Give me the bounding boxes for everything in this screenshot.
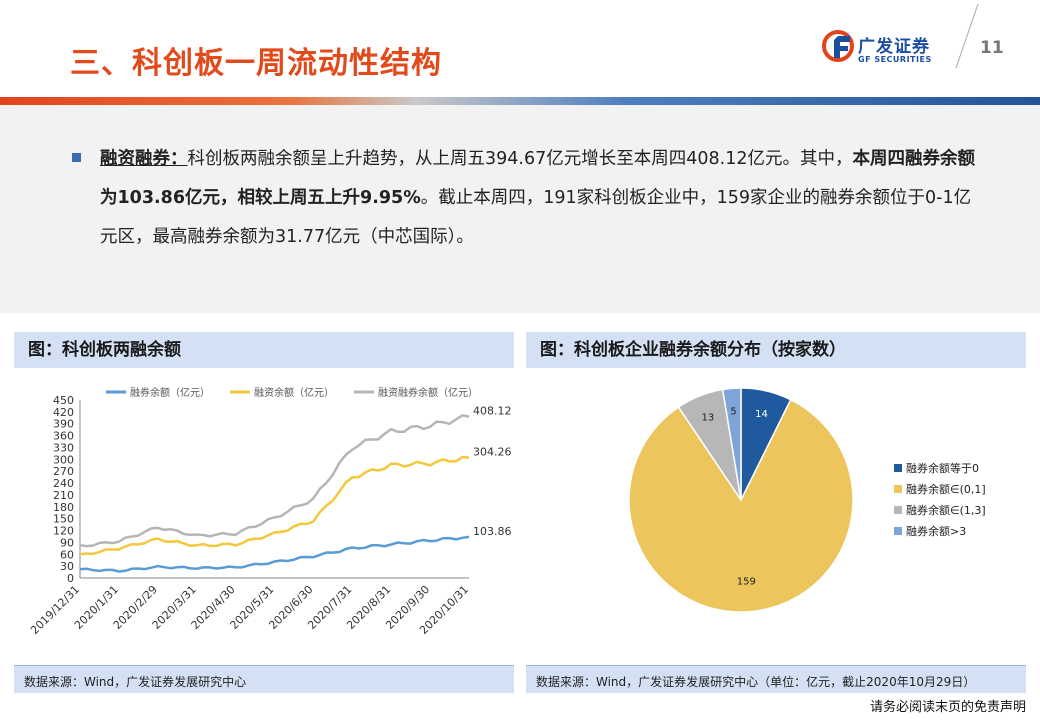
y-tick-label: 60 (60, 548, 74, 561)
left-chart-title: 图：科创板两融余额 (14, 332, 514, 368)
page-number: 11 (980, 38, 1004, 58)
legend-swatch (894, 506, 902, 514)
y-tick-label: 150 (53, 513, 74, 526)
bullet-icon (72, 153, 81, 162)
divider-slash (955, 3, 979, 69)
y-tick-label: 390 (53, 418, 74, 431)
end-value-label: 304.26 (473, 446, 512, 459)
legend-label: 融券余额∈(1,3] (906, 503, 986, 517)
y-tick-label: 120 (53, 525, 74, 538)
left-chart-source: 数据来源：Wind，广发证券发展研究中心 (14, 665, 514, 693)
series-line (79, 535, 470, 573)
pie-value-label: 13 (702, 413, 715, 424)
legend-label: 融券余额（亿元） (130, 386, 210, 399)
series-line (79, 455, 470, 556)
summary-text-1: 科创板两融余额呈上升趋势，从上周五394.67亿元增长至本周四408.12亿元。… (187, 149, 853, 169)
short-balance-pie-chart: 14 159 13 5 融券余额等于0 融券余额∈(0,1] 融券余额∈(1,3] 融券余额>… (628, 387, 986, 613)
gf-logo-icon (822, 30, 854, 62)
series-line (79, 414, 470, 548)
company-logo: 广发证券 GF SECURITIES (822, 28, 952, 72)
y-tick-label: 330 (53, 441, 74, 454)
pie-value-label: 14 (755, 409, 768, 420)
logo-text-en: GF SECURITIES (858, 55, 932, 64)
summary-label: 融资融券： (100, 149, 188, 169)
y-tick-label: 210 (53, 489, 74, 502)
legend-swatch (894, 527, 902, 535)
pie-slice (628, 398, 854, 613)
pie-value-label: 159 (737, 577, 756, 588)
pie-slice (721, 387, 742, 501)
legend-label: 融资余额（亿元） (254, 386, 334, 399)
end-value-label: 408.12 (473, 405, 512, 418)
right-chart-source: 数据来源：Wind，广发证券发展研究中心（单位：亿元，截止2020年10月29日… (526, 665, 1026, 693)
legend-swatch (894, 485, 902, 493)
legend-label: 融券余额∈(0,1] (906, 482, 986, 496)
legend-label: 融券余额>3 (906, 524, 966, 538)
y-tick-label: 450 (53, 394, 74, 407)
y-tick-label: 420 (53, 406, 74, 419)
right-chart-title: 图：科创板企业融券余额分布（按家数） (526, 332, 1026, 368)
end-value-label: 103.86 (473, 525, 512, 538)
page-title: 三、科创板一周流动性结构 (70, 46, 442, 81)
logo-text-cn: 广发证券 (858, 37, 930, 57)
y-tick-label: 300 (53, 453, 74, 466)
summary-band (0, 105, 1040, 313)
summary-text-2: 。截止本周四，191家科创板企业中，159家企业的融券余额位于0-1亿元区，最高… (100, 188, 972, 247)
y-tick-label: 360 (53, 430, 74, 443)
legend-label: 融资融券余额（亿元） (378, 386, 478, 399)
header-divider-bar (0, 97, 1040, 105)
y-tick-label: 90 (60, 536, 74, 549)
legend-swatch (894, 464, 902, 472)
y-tick-label: 240 (53, 477, 74, 490)
y-tick-label: 0 (67, 572, 74, 585)
summary-text-bold: 本周四融券余额为103.86亿元，相较上周五上升9.95% (100, 149, 975, 208)
margin-balance-line-chart: 融券余额（亿元） 融资余额（亿元） 融资融券余额（亿元）03060901201501… (28, 386, 512, 637)
y-tick-label: 270 (53, 465, 74, 478)
y-tick-label: 30 (60, 560, 74, 573)
pie-value-label: 5 (730, 407, 736, 418)
disclaimer: 请务必阅读末页的免责声明 (869, 700, 1026, 715)
y-tick-label: 180 (53, 501, 74, 514)
summary-paragraph: 融资融券：科创板两融余额呈上升趋势，从上周五394.67亿元增长至本周四408.… (100, 140, 980, 257)
x-tick-label: 2019/12/31 (28, 583, 82, 637)
legend-label: 融券余额等于0 (906, 461, 979, 475)
